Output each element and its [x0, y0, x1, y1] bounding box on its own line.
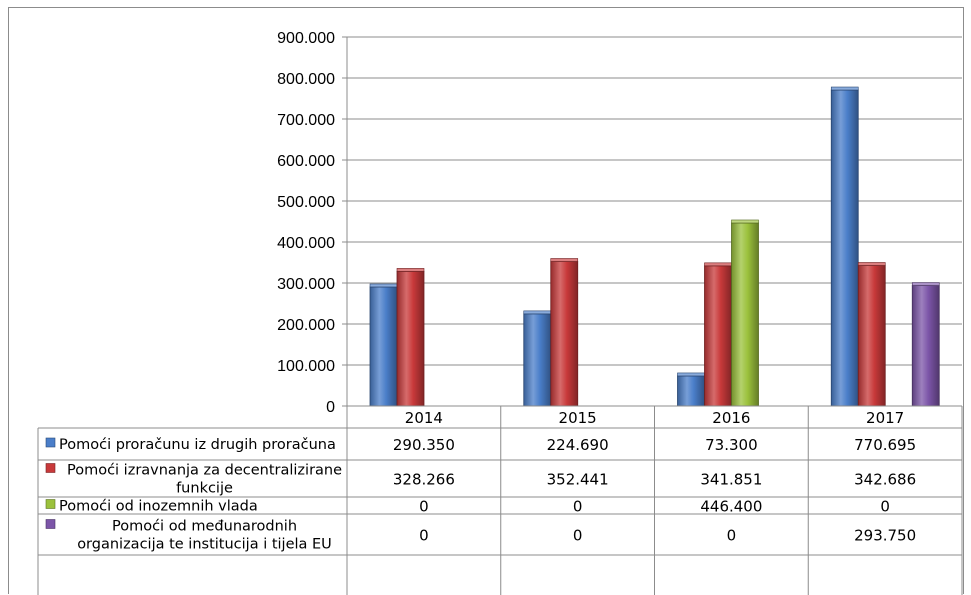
bar-top	[830, 86, 859, 91]
y-tick-label: 800.000	[277, 71, 335, 88]
y-tick-label: 200.000	[277, 317, 335, 334]
legend-entry: organizacija te institucija i tijela EU	[77, 537, 332, 553]
y-tick-label: 500.000	[277, 194, 335, 211]
y-tick-label: 900.000	[277, 30, 335, 47]
bar	[369, 286, 398, 407]
bar-top	[369, 283, 398, 288]
legend-entry: Pomoći od međunarodnih	[112, 519, 297, 535]
data-label: 290.350	[393, 436, 455, 454]
y-tick-label: 700.000	[277, 112, 335, 129]
y-tick-label: 400.000	[277, 235, 335, 252]
bar	[396, 271, 425, 407]
data-label: 293.750	[854, 527, 916, 545]
bar-top	[857, 262, 886, 266]
data-label: 0	[419, 498, 429, 516]
y-tick-label: 0	[326, 399, 335, 416]
y-tick-label: 600.000	[277, 153, 335, 170]
bar	[731, 222, 759, 407]
data-label: 224.690	[547, 436, 609, 454]
legend-entry: Pomoći izravnanja za decentralizirane	[67, 463, 342, 479]
y-tick-label: 300.000	[277, 276, 335, 293]
bar	[677, 375, 705, 407]
bar	[830, 89, 859, 407]
x-tick-label: 2015	[559, 409, 597, 427]
data-label: 342.686	[854, 471, 916, 489]
legend-entry: funkcije	[176, 481, 233, 497]
bar-top	[911, 282, 940, 286]
legend-swatch	[45, 463, 56, 473]
chart-frame	[8, 7, 964, 594]
x-tick-label: 2016	[712, 409, 750, 427]
y-tick-label: 100.000	[277, 358, 335, 375]
bar-top	[677, 372, 705, 377]
bar	[550, 261, 579, 407]
data-label: 0	[419, 527, 429, 545]
bar	[704, 265, 732, 407]
legend-swatch	[45, 519, 56, 529]
bar-top	[550, 258, 579, 262]
data-label: 0	[880, 498, 890, 516]
x-tick-label: 2017	[866, 409, 904, 427]
data-label: 770.695	[854, 436, 916, 454]
bar-top	[704, 262, 732, 267]
bar	[857, 265, 886, 407]
legend-swatch	[45, 437, 56, 448]
legend-entry: Pomoći proračunu iz drugih proračuna	[59, 437, 336, 453]
data-label: 328.266	[393, 471, 455, 489]
legend-swatch	[45, 499, 56, 509]
data-label: 352.441	[547, 471, 609, 489]
bar	[911, 285, 940, 407]
bar-top	[731, 219, 759, 224]
data-label: 73.300	[705, 436, 758, 454]
legend-entry: Pomoći od inozemnih vlada	[59, 499, 258, 515]
data-label: 0	[573, 527, 583, 545]
data-label: 446.400	[700, 498, 762, 516]
bar-top	[523, 310, 552, 315]
data-label: 0	[573, 498, 583, 516]
x-tick-label: 2014	[405, 409, 443, 427]
data-label: 0	[727, 527, 737, 545]
data-label: 341.851	[700, 471, 762, 489]
bar	[523, 313, 552, 407]
bar-top	[396, 268, 425, 272]
